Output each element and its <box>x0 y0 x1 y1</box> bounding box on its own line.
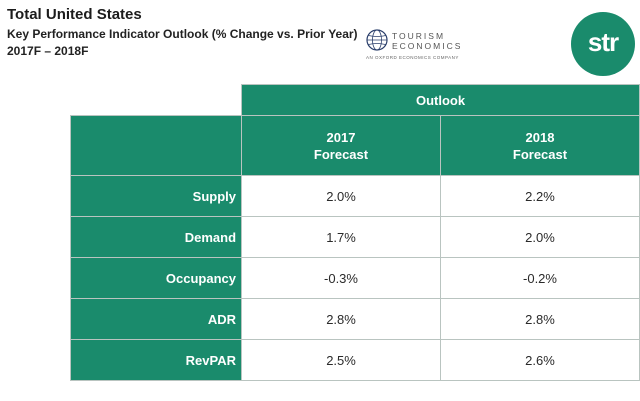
table-cell: 2.2% <box>440 175 640 217</box>
table-cell: 2.8% <box>241 298 441 340</box>
logo-line-2: ECONOMICS <box>392 41 463 51</box>
row-label-occupancy: Occupancy <box>69 257 243 299</box>
table-cell: 2.6% <box>440 339 640 381</box>
column-year: 2018 <box>525 129 555 145</box>
page-title: Total United States <box>7 6 142 23</box>
kpi-outlook-table: Outlook 2017 Forecast 2018 Forecast Supp… <box>69 84 640 381</box>
table-cell: 2.0% <box>241 175 441 217</box>
tourism-economics-logo: TOURISM ECONOMICS AN OXFORD ECONOMICS CO… <box>366 27 466 67</box>
date-range: 2017F – 2018F <box>7 44 89 58</box>
page-subtitle: Key Performance Indicator Outlook (% Cha… <box>7 27 358 41</box>
table-cell: -0.3% <box>241 257 441 299</box>
logo-line-1: TOURISM <box>392 31 446 41</box>
column-label: Forecast <box>512 146 568 162</box>
table-cell: 2.0% <box>440 216 640 258</box>
row-label-adr: ADR <box>69 298 243 340</box>
globe-icon <box>366 29 388 51</box>
table-row: Supply 2.0% 2.2% <box>69 175 640 217</box>
table-cell: -0.2% <box>440 257 640 299</box>
str-logo: str <box>571 12 635 76</box>
column-year: 2017 <box>326 129 356 145</box>
table-cell: 2.5% <box>241 339 441 381</box>
table-row: ADR 2.8% 2.8% <box>69 298 640 340</box>
column-header-2018: 2018 Forecast <box>440 115 640 176</box>
column-label: Forecast <box>313 146 369 162</box>
table-row: Occupancy -0.3% -0.2% <box>69 257 640 299</box>
table-cell: 1.7% <box>241 216 441 258</box>
column-header-2017: 2017 Forecast <box>241 115 441 176</box>
table-title: Outlook <box>241 84 640 116</box>
table-row: Demand 1.7% 2.0% <box>69 216 640 258</box>
row-label-revpar: RevPAR <box>69 339 243 381</box>
table-corner <box>69 115 243 176</box>
logo-tagline: AN OXFORD ECONOMICS COMPANY <box>366 55 459 60</box>
slide-header: Total United States Key Performance Indi… <box>7 6 358 58</box>
row-label-supply: Supply <box>69 175 243 217</box>
row-label-demand: Demand <box>69 216 243 258</box>
table-row: RevPAR 2.5% 2.6% <box>69 339 640 381</box>
table-cell: 2.8% <box>440 298 640 340</box>
str-logo-text: str <box>587 26 619 57</box>
